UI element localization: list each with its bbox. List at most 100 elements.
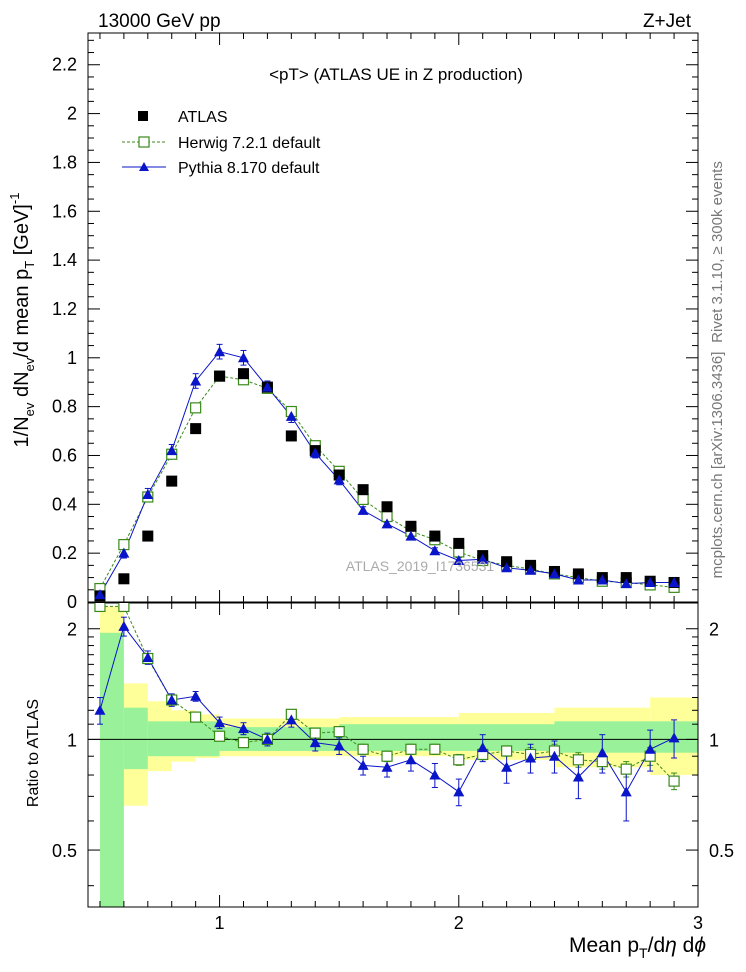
- ratio-y-tick-label-right-2: 2: [709, 620, 719, 640]
- ratio-panel: 1 2 3 0.5 0.5 1 1 2 2: [52, 602, 734, 933]
- atlas-point-13: [405, 520, 417, 532]
- pythia-point-12: [381, 518, 393, 529]
- main-frame: [87, 32, 699, 603]
- ratio-pythia-point-17: [501, 761, 513, 772]
- atlas-point-14: [429, 530, 441, 542]
- pythia-point-2: [142, 489, 154, 500]
- y-tick-label-6: 1.2: [52, 299, 77, 319]
- ratio-herwig-point-15: [453, 754, 465, 766]
- ratio-pythia-point-5: [214, 717, 226, 728]
- ratio-y-axis-label: Ratio to ATLAS: [25, 699, 42, 807]
- pythia-point-16: [477, 553, 489, 564]
- pythia-point-17: [501, 562, 513, 573]
- ratio-band-green-4: [339, 724, 555, 751]
- pythia-point-19: [548, 568, 560, 579]
- atlas-point-8: [285, 430, 297, 442]
- legend: ATLAS Herwig 7.2.1 default Pythia 8.170 …: [122, 109, 321, 177]
- ratio-pythia-point-4: [190, 690, 202, 701]
- pythia-point-14: [429, 545, 441, 556]
- mcplots-side-label: mcplots.cern.ch [arXiv:1306.3436]: [709, 352, 726, 579]
- watermark: ATLAS_2019_I1736531: [346, 558, 495, 574]
- pythia-point-0: [94, 589, 106, 600]
- ratio-y-tick-label-right-1: 1: [709, 730, 719, 750]
- ratio-y-tick-label-2: 2: [67, 620, 77, 640]
- pythia-point-23: [644, 576, 656, 587]
- legend-atlas: ATLAS: [138, 109, 228, 126]
- atlas-point-5: [214, 370, 226, 382]
- atlas-point-11: [357, 484, 369, 496]
- ratio-y-tick-label-1: 1: [67, 730, 77, 750]
- ratio-herwig-point-24: [668, 775, 680, 787]
- ratio-pythia-point-3: [166, 694, 178, 705]
- header-right: Z+Jet: [643, 11, 692, 32]
- pythia-point-11: [357, 504, 369, 515]
- ratio-pythia-point-9: [309, 737, 321, 748]
- ratio-y-tick-label-right-0: 0.5: [709, 841, 734, 861]
- herwig-point-11: [357, 493, 369, 506]
- ratio-pythia-point-22: [620, 786, 632, 797]
- ratio-pythia-point-0: [94, 704, 106, 715]
- ratio-herwig-point-20: [572, 754, 584, 766]
- herwig-point-4: [190, 402, 202, 414]
- y-tick-label-11: 2.2: [52, 55, 77, 75]
- x-tick-label-2: 3: [693, 913, 703, 933]
- y-tick-label-7: 1.4: [52, 250, 77, 270]
- svg-text:Mean pT/dη dϕ: Mean pT/dη dϕ: [569, 934, 706, 961]
- legend-label-atlas: ATLAS: [178, 109, 228, 126]
- atlas-point-22: [620, 572, 632, 584]
- pythia-point-5: [214, 346, 226, 357]
- ratio-herwig-point-13: [405, 743, 417, 755]
- svg-text:1/Nev dNev/d mean pT [GeV]-1: 1/Nev dNev/d mean pT [GeV]-1: [7, 193, 37, 448]
- pythia-point-3: [166, 445, 178, 456]
- pythia-point-24: [668, 576, 680, 587]
- legend-label-pythia: Pythia 8.170 default: [178, 160, 320, 177]
- ratio-pythia-point-19: [548, 750, 560, 761]
- ratio-pythia-point-7: [261, 733, 273, 744]
- x-tick-label-1: 2: [454, 913, 464, 933]
- rivet-side-label: Rivet 3.1.10, ≥ 300k events: [709, 161, 726, 343]
- y-tick-label-8: 1.6: [52, 201, 77, 221]
- atlas-point-3: [166, 475, 178, 487]
- y-tick-label-3: 0.6: [52, 445, 77, 465]
- pythia-point-21: [596, 574, 608, 585]
- ratio-herwig-point-21: [596, 756, 608, 768]
- x-axis-label: Mean pT/dη dϕ: [569, 934, 706, 961]
- ratio-herwig-point-10: [333, 726, 345, 738]
- ratio-pythia-point-11: [357, 759, 369, 770]
- header-left: 13000 GeV pp: [98, 11, 221, 32]
- ratio-pythia-point-24: [668, 732, 680, 743]
- atlas-point-6: [237, 368, 249, 380]
- ratio-series-group: [94, 603, 680, 822]
- y-tick-label-0: 0: [67, 592, 77, 612]
- y-tick-label-4: 0.8: [52, 397, 77, 417]
- pythia-point-15: [453, 554, 465, 565]
- pythia-point-4: [190, 375, 202, 386]
- atlas-point-12: [381, 501, 393, 513]
- pythia-point-22: [620, 578, 632, 589]
- atlas-point-17: [501, 556, 513, 568]
- ratio-herwig-point-1: [118, 603, 130, 613]
- pythia-point-20: [572, 574, 584, 585]
- ratio-pythia-point-16: [477, 742, 489, 753]
- ratio-pythia-point-1: [118, 620, 130, 631]
- main-panel: 0 0.2 0.4 0.6 0.8 1 1.2 1.4 1.6 1.8 2 2.2: [52, 32, 699, 612]
- ratio-herwig-point-12: [381, 750, 393, 762]
- pythia-point-18: [525, 564, 537, 575]
- ratio-herwig-point-22: [620, 763, 632, 775]
- ratio-band-green-2: [147, 721, 220, 757]
- legend-herwig: Herwig 7.2.1 default: [122, 135, 321, 152]
- atlas-point-20: [572, 568, 584, 580]
- atlas-point-15: [453, 537, 465, 549]
- x-tick-label-0: 1: [215, 913, 225, 933]
- legend-pythia: Pythia 8.170 default: [122, 160, 320, 177]
- atlas-point-4: [190, 423, 202, 435]
- main-series-group: [94, 343, 680, 602]
- y-tick-label-10: 2: [67, 104, 77, 124]
- ratio-pythia-point-21: [596, 747, 608, 758]
- ratio-herwig-point-5: [213, 730, 226, 742]
- ratio-pythia-point-12: [381, 761, 393, 772]
- y-axis-label: 1/Nev dNev/d mean pT [GeV]-1: [7, 193, 37, 448]
- ratio-herwig-point-4: [190, 711, 202, 723]
- ratio-herwig-point-6: [237, 737, 250, 749]
